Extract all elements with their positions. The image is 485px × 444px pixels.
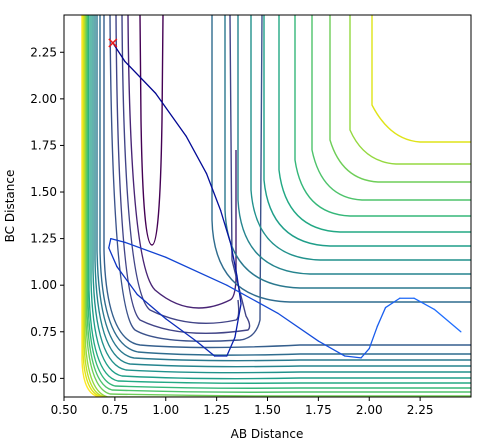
trajectory-segment <box>110 237 126 243</box>
contour-r-5 <box>263 15 471 247</box>
contour-l-7 <box>88 15 471 384</box>
contour-l-9 <box>86 15 471 393</box>
contour-inner-2 <box>127 15 237 309</box>
x-tick-label: 1.25 <box>203 403 230 417</box>
trajectory-segment <box>384 297 401 309</box>
trajectory-segment <box>116 265 138 296</box>
contour-r-11 <box>371 15 471 143</box>
contour-l-10 <box>85 15 471 397</box>
y-tick-label: 1.50 <box>30 185 57 199</box>
contour-inner-5 <box>109 15 263 342</box>
series-layer <box>108 42 462 359</box>
y-axis-label: BC Distance <box>3 170 17 243</box>
trajectory-segment <box>236 275 242 305</box>
contour-l-3 <box>96 15 471 362</box>
contour-l-8 <box>87 15 471 389</box>
contour-r-9 <box>329 15 471 183</box>
trajectory-segment <box>234 303 242 339</box>
x-tick-label: 1.00 <box>152 403 179 417</box>
contour-l-12 <box>83 15 107 397</box>
trajectory-segment <box>230 243 238 277</box>
contour-r-8 <box>311 15 471 201</box>
trajectory-segment <box>368 325 379 350</box>
trajectory-segment <box>317 340 346 357</box>
trajectory-segment <box>154 92 187 137</box>
contour-r-4 <box>250 15 471 261</box>
trajectory-segment <box>108 237 112 249</box>
y-axis-ticks: 0.50 0.75 1.00 1.25 1.50 1.75 2.00 2.25 <box>30 45 64 385</box>
contour-r-3 <box>237 15 471 275</box>
contour-inner-4 <box>115 15 251 335</box>
contour-l-5 <box>92 15 471 374</box>
trajectory-segment <box>226 284 279 314</box>
trajectory-segment <box>413 297 436 311</box>
trajectory-segment <box>277 312 320 342</box>
y-tick-label: 1.75 <box>30 138 57 152</box>
trajectory-segment <box>108 247 118 268</box>
x-tick-label: 2.00 <box>356 403 383 417</box>
y-tick-label: 1.25 <box>30 232 57 246</box>
trajectory-segment <box>226 336 236 357</box>
contour-inner-1 <box>139 15 164 246</box>
y-tick-label: 2.25 <box>30 45 57 59</box>
x-axis-ticks: 0.50 0.75 1.00 1.25 1.50 1.75 2.00 2.25 <box>51 397 434 417</box>
contour-l-4 <box>94 15 471 368</box>
x-axis-label: AB Distance <box>231 427 304 441</box>
contour-l-6 <box>90 15 471 380</box>
contour-r-10 <box>349 15 471 165</box>
trajectory-segment <box>195 340 216 357</box>
y-tick-label: 1.00 <box>30 278 57 292</box>
trajectory-segment <box>124 60 157 94</box>
y-tick-label: 0.50 <box>30 371 57 385</box>
trajectory-segment <box>124 241 167 258</box>
y-tick-label: 2.00 <box>30 92 57 106</box>
trajectory-segment <box>205 172 222 212</box>
trajectory-segment <box>360 347 370 359</box>
contour-r-1 <box>211 15 471 303</box>
plot-area <box>64 15 471 397</box>
contour-r-7 <box>294 15 471 217</box>
trajectory-segment <box>112 42 126 63</box>
trajectory-segment <box>376 306 387 327</box>
x-tick-label: 1.75 <box>305 403 332 417</box>
contour-inner-3 <box>121 15 240 324</box>
trajectory-segment <box>220 210 232 245</box>
contour-r-6 <box>278 15 471 233</box>
trajectory-segment <box>165 318 197 342</box>
trajectory-segment <box>433 308 462 333</box>
trajectory-segment <box>136 293 167 320</box>
x-tick-label: 0.75 <box>102 403 129 417</box>
trajectory-segment <box>185 135 208 175</box>
x-tick-label: 1.50 <box>254 403 281 417</box>
contour-lines <box>81 15 471 397</box>
trajectory-segment <box>344 355 362 359</box>
x-tick-label: 2.25 <box>407 403 434 417</box>
start-marker <box>108 38 118 48</box>
trajectory-segment <box>165 256 228 286</box>
contour-r-2 <box>224 15 471 289</box>
marker-layer <box>108 38 118 48</box>
x-tick-label: 0.50 <box>51 403 78 417</box>
contour-l-1 <box>103 15 471 349</box>
y-tick-label: 0.75 <box>30 325 57 339</box>
contour-l-2 <box>99 15 471 356</box>
